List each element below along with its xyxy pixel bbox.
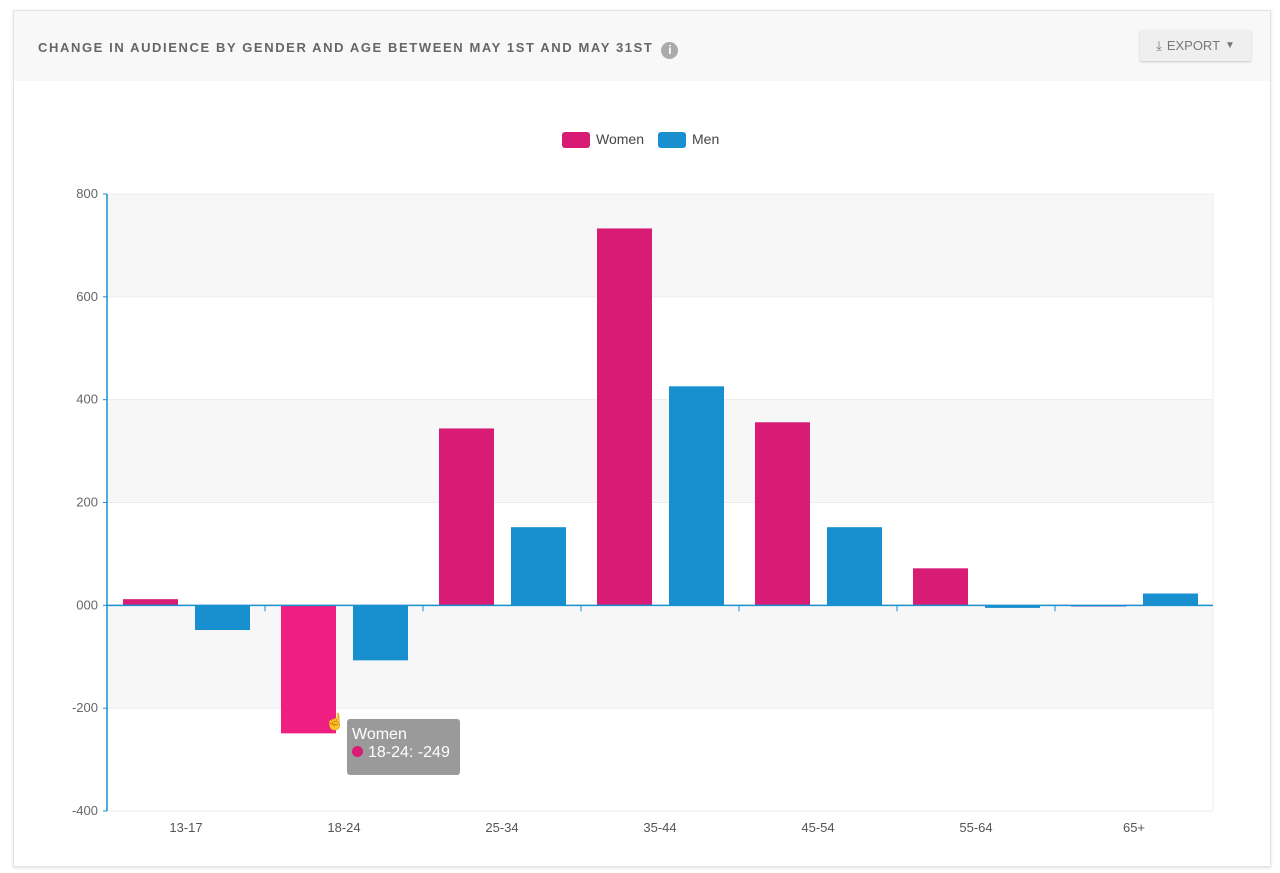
hand-cursor-icon: ☝ bbox=[325, 712, 345, 731]
tooltip: Women 18-24: -249 bbox=[347, 719, 460, 775]
bar-men-13-17 bbox=[195, 605, 250, 631]
y-tick-label: -200 bbox=[72, 700, 98, 715]
y-tick-label: 600 bbox=[76, 289, 98, 304]
y-tick-label: 400 bbox=[76, 392, 98, 407]
x-tick-label: 13-17 bbox=[169, 820, 202, 835]
x-tick-label: 18-24 bbox=[327, 820, 360, 835]
bar-women-55-64 bbox=[913, 568, 968, 606]
bar-women-35-44 bbox=[597, 228, 652, 606]
tooltip-series: Women bbox=[352, 726, 407, 743]
bar-men-18-24 bbox=[353, 605, 408, 661]
title-text: CHANGE IN AUDIENCE BY GENDER AND AGE BET… bbox=[38, 40, 654, 55]
grid-band bbox=[107, 605, 1213, 709]
bar-women-18-24 bbox=[281, 605, 336, 734]
grid-band bbox=[107, 708, 1213, 811]
bar-men-45-54 bbox=[827, 527, 882, 606]
legend-label-women: Women bbox=[596, 131, 644, 147]
tooltip-value: 18-24: -249 bbox=[368, 744, 450, 761]
x-tick-label: 65+ bbox=[1123, 820, 1145, 835]
card-header: CHANGE IN AUDIENCE BY GENDER AND AGE BET… bbox=[14, 11, 1270, 81]
bar-men-55-64 bbox=[985, 605, 1040, 608]
y-tick-label: -400 bbox=[72, 803, 98, 818]
chart-title: CHANGE IN AUDIENCE BY GENDER AND AGE BET… bbox=[38, 40, 679, 59]
x-tick-label: 25-34 bbox=[485, 820, 518, 835]
y-tick-label: 000 bbox=[76, 597, 98, 612]
tooltip-dot bbox=[352, 746, 363, 757]
grid-band bbox=[107, 399, 1213, 503]
info-icon[interactable]: i bbox=[661, 42, 679, 59]
legend-label-men: Men bbox=[692, 131, 719, 147]
y-tick-label: 200 bbox=[76, 495, 98, 510]
legend-swatch-women bbox=[562, 132, 590, 148]
grid-band bbox=[107, 296, 1213, 400]
bar-women-13-17 bbox=[123, 599, 178, 606]
export-label: EXPORT bbox=[1166, 38, 1221, 53]
bar-men-65+ bbox=[1143, 593, 1198, 606]
bar-women-25-34 bbox=[439, 428, 494, 606]
legend-swatch-men bbox=[658, 132, 686, 148]
bar-women-45-54 bbox=[755, 422, 810, 606]
x-tick-label: 55-64 bbox=[959, 820, 992, 835]
bar-men-35-44 bbox=[669, 386, 724, 606]
caret-down-icon: ▼ bbox=[1225, 40, 1235, 51]
grid-band bbox=[107, 194, 1213, 297]
download-icon: ⤓ bbox=[1156, 37, 1162, 53]
x-tick-label: 35-44 bbox=[643, 820, 676, 835]
y-tick-label: 800 bbox=[76, 186, 98, 201]
export-button[interactable]: ⤓ EXPORT ▼ bbox=[1140, 30, 1251, 61]
grid-band bbox=[107, 502, 1213, 606]
bar-men-25-34 bbox=[511, 527, 566, 606]
x-tick-label: 45-54 bbox=[801, 820, 834, 835]
